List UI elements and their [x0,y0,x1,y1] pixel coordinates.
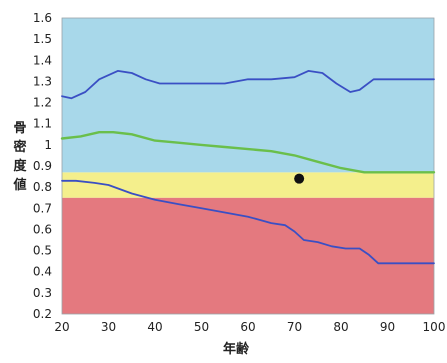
x-tick-label: 50 [194,320,209,334]
y-tick-label: 0.9 [33,159,52,173]
y-tick-label: 1.5 [33,32,52,46]
series-line-0 [61,70,435,100]
y-tick-label: 1.4 [33,53,52,67]
y-tick-label: 0.3 [33,286,52,300]
x-axis-label: 年齢 [223,341,250,357]
band-0 [62,197,434,314]
x-tick-label: 20 [54,320,69,334]
x-tick-label: 40 [147,320,162,334]
y-tick-label: 1.1 [33,117,52,131]
x-tick-label: 30 [101,320,116,334]
y-tick-label: 0.8 [33,180,52,194]
y-tick-label: 1.6 [33,11,52,25]
y-tick-label: 1.2 [33,96,52,110]
series-line-2 [61,179,435,265]
x-tick-label: 80 [333,320,348,334]
y-tick-label: 0.5 [33,244,52,258]
x-tick-label: 100 [423,320,446,334]
y-tick-label: 0.6 [33,222,52,236]
y-tick-label: 0.2 [33,307,52,321]
y-axis-label: 骨密度値 [12,121,27,193]
band-2 [62,18,434,173]
x-tick-label: 90 [380,320,395,334]
plot-frame [61,17,435,315]
y-tick-label: 0.4 [33,265,52,279]
series-line-1 [60,130,436,174]
data-point-0 [294,173,305,184]
y-tick-label: 1 [44,138,52,152]
x-tick-label: 70 [287,320,302,334]
y-tick-label: 0.7 [33,201,52,215]
band-1 [62,172,434,198]
x-tick-label: 60 [240,320,255,334]
y-tick-label: 1.3 [33,74,52,88]
